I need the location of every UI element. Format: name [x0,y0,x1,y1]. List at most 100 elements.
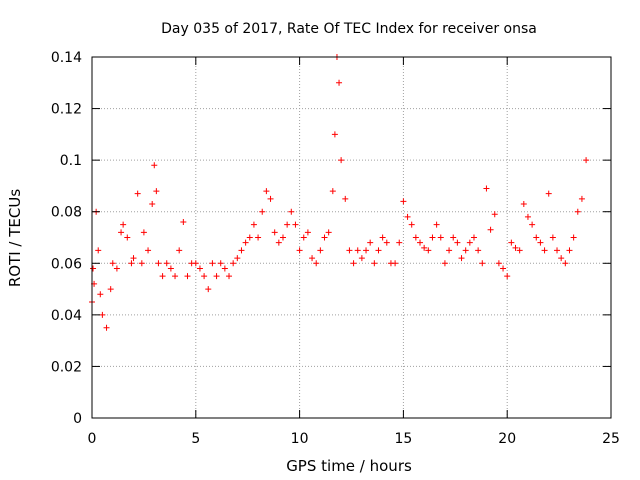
data-point [259,208,266,215]
data-point [495,260,502,267]
data-point [562,260,569,267]
data-point [400,198,407,205]
data-point [487,226,494,233]
data-point [491,211,498,218]
chart-title: Day 035 of 2017, Rate Of TEC Index for r… [161,21,537,37]
data-point [180,219,187,226]
data-point [163,260,170,267]
data-point [508,239,515,246]
y-tick-label: 0.14 [51,50,82,66]
data-point [554,247,561,254]
data-point [201,273,208,280]
data-point [196,265,203,272]
data-point [151,162,158,169]
data-point [462,247,469,254]
data-point [309,255,316,262]
data-point [533,234,540,241]
data-point [153,188,160,195]
x-tick-label: 5 [191,431,200,447]
y-axis-label: ROTI / TECUs [6,189,24,287]
data-point [475,247,482,254]
data-point [159,273,166,280]
data-point [109,260,116,267]
data-point [566,247,573,254]
data-point [242,239,249,246]
data-point [205,286,212,293]
data-point [217,260,224,267]
data-point [234,255,241,262]
data-point [296,247,303,254]
data-point [520,200,527,207]
data-point [379,234,386,241]
data-point [138,260,145,267]
data-point [118,229,125,236]
y-tick-labels: 0 0.02 0.04 0.06 0.08 0.1 0.12 0.14 [51,50,82,427]
data-point [404,213,411,220]
data-point [396,239,403,246]
data-point [479,260,486,267]
x-tick-label: 0 [88,431,97,447]
data-point [433,221,440,228]
data-point [184,273,191,280]
data-point [103,324,110,331]
data-point [321,234,328,241]
data-point [458,255,465,262]
data-point [466,239,473,246]
data-point [226,273,233,280]
x-tick-labels: 0 5 10 15 20 25 [88,431,620,447]
data-point [279,234,286,241]
data-point [358,255,365,262]
data-point [284,221,291,228]
y-tick-label: 0.04 [51,308,82,324]
data-point [570,234,577,241]
data-point [107,286,114,293]
data-point [392,260,399,267]
data-point [367,239,374,246]
data-point [263,188,270,195]
data-point [313,260,320,267]
x-tick-label: 20 [498,431,516,447]
data-point [192,260,199,267]
data-point [292,221,299,228]
y-tick-label: 0.1 [60,153,82,169]
data-point [574,208,581,215]
data-point [300,234,307,241]
data-point [97,291,104,298]
data-point [425,247,432,254]
data-point [512,244,519,251]
x-tick-label: 10 [291,431,309,447]
data-point [329,188,336,195]
data-point [90,265,97,272]
data-point [304,229,311,236]
data-point [383,239,390,246]
data-point [120,221,127,228]
y-tick-label: 0.08 [51,205,82,221]
y-tick-label: 0.06 [51,256,82,272]
data-point [325,229,332,236]
data-point [95,247,102,254]
grid-lines [92,57,611,418]
data-point [470,234,477,241]
data-point [113,265,120,272]
data-point [583,157,590,164]
x-tick-label: 15 [394,431,412,447]
data-point [417,239,424,246]
data-point [541,247,548,254]
data-point [529,221,536,228]
data-point [342,195,349,202]
y-tick-label: 0.12 [51,102,82,118]
data-point [271,229,278,236]
data-point [336,79,343,86]
data-point [504,273,511,280]
data-point [516,247,523,254]
data-point [545,190,552,197]
data-point [176,247,183,254]
data-point [483,185,490,192]
data-point [371,260,378,267]
tick-marks [91,56,612,419]
data-point [130,255,137,262]
data-point [238,247,245,254]
data-point [167,265,174,272]
